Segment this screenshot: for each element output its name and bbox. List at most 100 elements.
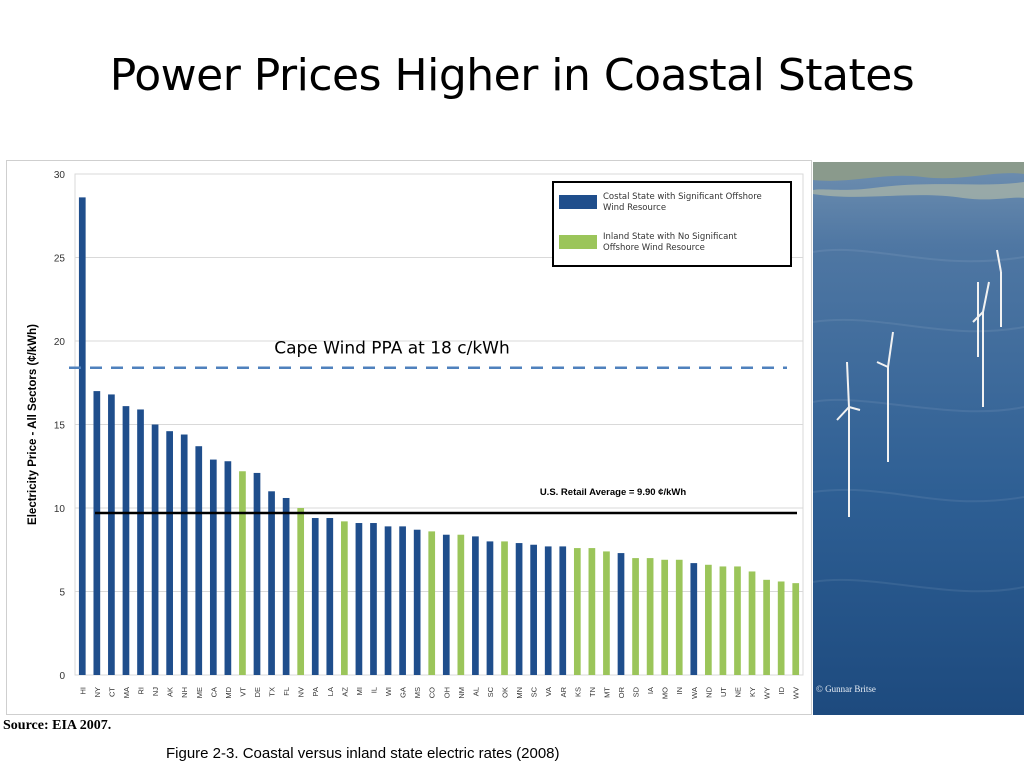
x-tick-label: MT (602, 687, 611, 698)
bar-ok (501, 541, 508, 675)
bar-ky (748, 571, 756, 675)
bar-wi (384, 526, 392, 675)
y-tick-label: 30 (54, 170, 66, 181)
x-tick-label: KY (748, 687, 757, 697)
x-tick-label: CO (428, 687, 437, 698)
x-tick-label: ND (704, 686, 713, 697)
x-tick-label: NE (733, 687, 742, 697)
x-tick-label: MI (355, 687, 364, 695)
legend-swatch-coastal (559, 195, 597, 209)
x-tick-label: MO (661, 687, 670, 699)
us-average-label: U.S. Retail Average = 9.90 ¢/kWh (540, 487, 687, 498)
x-tick-label: AK (166, 687, 175, 697)
x-tick-label: FL (282, 687, 291, 696)
x-tick-label: IL (369, 687, 378, 693)
x-tick-label: OK (501, 687, 510, 698)
x-tick-label: ID (777, 686, 786, 694)
bar-la (326, 518, 334, 675)
bar-ia (646, 558, 654, 675)
x-tick-label: NH (180, 687, 189, 698)
x-tick-label: LA (326, 687, 335, 696)
bar-wv (792, 583, 800, 675)
legend-swatch-inland (559, 235, 597, 249)
bar-md (224, 461, 232, 675)
y-axis-label: Electricity Price - All Sectors (¢/kWh) (27, 324, 39, 525)
price-bar-chart: 0 5 10 15 20 25 30 Electricity Price - All Sect… (27, 170, 804, 699)
bar-az (341, 521, 348, 675)
bar-co (428, 531, 436, 675)
x-tick-label: WY (763, 687, 772, 699)
bar-me (195, 446, 203, 675)
bar-ks (573, 548, 581, 675)
bar-al (472, 536, 479, 675)
y-tick-label: 15 (54, 421, 66, 432)
cape-wind-label: Cape Wind PPA at 18 c/kWh (274, 339, 510, 359)
x-tick-label: GA (399, 687, 408, 698)
bar-va (544, 546, 552, 675)
bar-mt (603, 551, 610, 675)
x-tick-label: OR (617, 686, 626, 698)
bar-ne (734, 566, 741, 675)
bar-or (617, 553, 625, 675)
legend-label-inland: Inland State with No Significant Offshore… (603, 232, 738, 253)
x-tick-label: IA (646, 687, 655, 694)
bar-wy (763, 579, 770, 675)
x-tick-label: MD (224, 686, 233, 698)
bar-nm (457, 534, 465, 675)
x-tick-label: TN (588, 687, 597, 697)
bar-ut (719, 566, 727, 675)
bar-pa (311, 518, 319, 675)
bar-nh (180, 434, 188, 675)
x-tick-label: NV (297, 687, 306, 697)
x-tick-label: SC (530, 686, 539, 697)
bar-ca (209, 459, 217, 675)
x-tick-label: RI (137, 687, 146, 695)
x-tick-label: CT (107, 687, 116, 697)
bar-sd (632, 558, 639, 675)
bar-in (675, 559, 683, 675)
bar-sc (530, 544, 537, 675)
x-tick-label: MN (515, 687, 524, 699)
x-tick-label: WV (792, 687, 801, 699)
x-tick-label: PA (311, 687, 320, 696)
x-tick-label: AL (471, 687, 480, 696)
x-tick-label: KS (573, 687, 582, 697)
y-tick-label: 10 (54, 504, 66, 515)
x-tick-label: MA (122, 687, 131, 698)
x-tick-label: OH (442, 687, 451, 698)
x-tick-label: UT (719, 687, 728, 697)
bar-id (777, 581, 785, 675)
bar-ar (559, 546, 567, 675)
bar-nv (297, 508, 305, 675)
y-tick-label: 5 (59, 588, 65, 599)
x-tick-label: CA (209, 687, 218, 697)
bar-ga (399, 526, 406, 675)
x-tick-label: WI (384, 687, 393, 696)
bar-tx (268, 491, 275, 675)
photo-credit: © Gunnar Britse (816, 684, 876, 694)
x-tick-label: TX (268, 687, 277, 697)
bar-vt (239, 471, 246, 675)
bar-mn (515, 543, 523, 675)
bar-nd (705, 564, 712, 675)
source-note: Source: EIA 2007. (3, 718, 112, 733)
x-tick-label: IN (675, 687, 684, 695)
x-tick-label: VA (544, 687, 553, 696)
x-tick-label: MS (413, 687, 422, 698)
bar-il (370, 523, 377, 675)
x-tick-label: AZ (340, 687, 349, 697)
bar-mi (355, 523, 363, 675)
bar-ri (137, 409, 144, 675)
bar-ms (413, 529, 421, 675)
figure-caption: Figure 2-3. Coastal versus inland state … (166, 745, 560, 762)
y-tick-label: 0 (59, 671, 65, 682)
bar-wa (690, 563, 698, 675)
bar-nj (151, 424, 159, 675)
bar-ny (93, 391, 101, 675)
x-tick-label: DE (253, 687, 262, 697)
y-tick-label: 20 (54, 337, 66, 348)
x-tick-label: NM (457, 687, 466, 699)
x-tick-label: NJ (151, 687, 160, 696)
bar-fl (282, 497, 290, 675)
x-tick-label: HI (78, 687, 87, 695)
